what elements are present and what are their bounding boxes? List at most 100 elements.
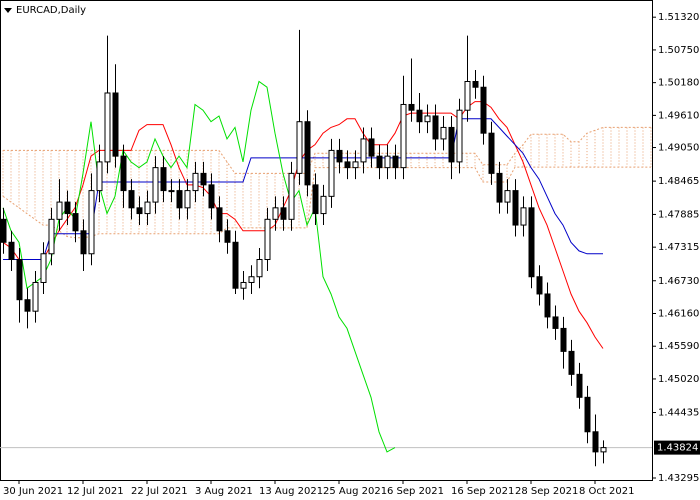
candle-body [72,213,79,232]
candle-body [264,218,271,261]
candle-body [560,327,567,352]
menu-arrow [4,8,12,13]
candle-body [248,276,255,283]
candle-body [160,167,167,192]
candle-body [344,161,351,169]
y-tick-label: 1.46160 [658,308,699,319]
y-tick-label: 1.47315 [658,242,699,253]
candle-body [32,281,39,312]
candle-body [408,103,415,111]
y-tick-label: 1.50750 [658,45,699,56]
candle-body [64,201,71,215]
candle-body [40,253,47,283]
candle-body [496,172,503,203]
candle-body [216,207,223,232]
candle-body [312,184,319,215]
candle-body [280,207,287,220]
y-tick-label: 1.45590 [658,341,699,352]
candle-body [8,241,15,261]
candle-body [480,86,487,134]
candle-body [328,149,335,197]
candle-body [24,299,31,312]
y-tick-label: 1.47885 [658,209,699,220]
candle-body [504,190,511,203]
y-tick-label: 1.44435 [658,408,699,419]
x-tick-label: 3 Aug 2021 [195,486,253,497]
candle-body [536,276,543,295]
candle-body [136,207,143,215]
candle-body [152,167,159,203]
candle-body [584,396,591,433]
y-tick-label: 1.43295 [658,473,699,484]
candle-body [360,138,367,163]
candle-body [80,230,87,255]
candle-body [416,109,423,123]
candle-body [552,316,559,329]
candle-body [384,155,391,169]
candle-body [48,218,55,255]
candle-body [96,161,103,192]
candle-body [296,121,303,174]
chart-title: EURCAD,Daily [16,5,86,16]
candle-body [112,92,119,157]
candle-body [456,109,463,163]
x-tick-label: 8 Oct 2021 [579,486,634,497]
candle-body [432,115,439,140]
x-tick-label: 12 Jul 2021 [67,486,124,497]
candle-body [168,190,175,193]
x-tick-label: 28 Sep 2021 [515,486,578,497]
candle-body [576,373,583,398]
candle-body [336,149,343,163]
x-tick-label: 16 Sep 2021 [451,486,514,497]
candle-body [472,81,479,88]
candle-body [208,184,215,209]
candle-body [16,259,23,301]
y-tick-label: 1.49050 [658,143,699,154]
y-tick-label: 1.51320 [658,12,699,23]
x-tick-label: 13 Aug 2021 [259,486,323,497]
candle-body [176,190,183,209]
candle-body [88,190,95,255]
candle-body [256,259,263,278]
indicator-line [3,118,603,260]
candle-body [232,241,239,289]
candle-body [600,447,607,453]
candle-body [544,293,551,318]
y-tick-label: 1.50180 [658,78,699,89]
candle-body [272,207,279,220]
candle-body [592,431,599,453]
y-tick-label: 1.48465 [658,176,699,187]
candle-body [192,172,199,192]
x-tick-label: 30 Jun 2021 [3,486,63,497]
candle-body [392,155,399,169]
candle-body [288,172,295,220]
candle-body [448,126,455,163]
last-price-label: 1.43824 [657,443,698,454]
y-tick-label: 1.46730 [658,276,699,287]
candle-body [0,218,7,243]
candle-body [368,138,375,157]
candle-body [520,207,527,226]
candle-body [104,92,111,163]
cloud-lower [2,166,651,239]
indicator-line [2,101,604,349]
candle-body [200,172,207,186]
candle-body [128,190,135,209]
candle-body [464,81,471,111]
candle-body [56,201,63,220]
candle-body [400,103,407,169]
candle-body [144,201,151,215]
candle-body [352,161,359,169]
y-tick-label: 1.45020 [658,374,699,385]
candle-body [376,155,383,169]
candle-body [184,190,191,209]
candle-body [528,207,535,278]
y-tick-label: 1.49610 [658,110,699,121]
candle-body [512,190,519,226]
candle-body [320,195,327,215]
candle-body [440,126,447,140]
candle-body [424,115,431,123]
x-tick-label: 6 Sep 2021 [387,486,444,497]
plot-frame [0,0,653,481]
